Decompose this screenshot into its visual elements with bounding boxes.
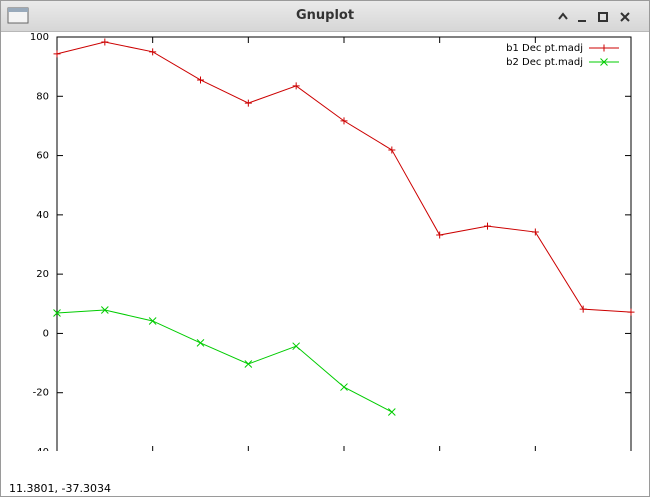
data-point: [149, 48, 157, 56]
series-line: [56, 41, 632, 313]
chart: -40-20020406080100024681012b1 Dec pt.mad…: [30, 32, 635, 451]
title-bar: Gnuplot: [1, 1, 649, 32]
data-point: [53, 50, 61, 58]
y-tick-label: 60: [36, 151, 49, 162]
data-point: [244, 360, 253, 368]
shade-button[interactable]: [558, 12, 568, 20]
series-line: [56, 309, 393, 413]
y-tick-label: 20: [36, 269, 49, 280]
y-tick-label: 40: [36, 210, 49, 221]
data-point: [292, 342, 301, 351]
status-text: 11.3801, -37.3034: [9, 482, 111, 495]
data-point: [148, 317, 157, 325]
data-point: [436, 231, 444, 239]
y-tick-label: 80: [36, 91, 49, 102]
data-point: [292, 82, 300, 90]
maximize-button[interactable]: [598, 12, 608, 22]
data-point: [531, 228, 539, 236]
close-button[interactable]: [620, 12, 630, 22]
window-title: Gnuplot: [295, 8, 355, 23]
data-point: [244, 99, 252, 107]
data-point: [101, 38, 109, 46]
legend-label: b2 Dec pt.madj: [506, 57, 583, 68]
window-buttons[interactable]: [553, 7, 643, 27]
data-point: [388, 146, 396, 154]
legend-marker: [600, 58, 608, 66]
data-point: [627, 308, 635, 316]
data-point: [340, 117, 348, 125]
data-point: [387, 408, 396, 416]
legend-marker: [600, 44, 608, 52]
data-point: [53, 309, 61, 317]
data-point: [197, 76, 204, 84]
y-tick-label: 100: [30, 32, 49, 43]
y-tick-label: 0: [43, 328, 49, 339]
plot-border: [56, 36, 632, 451]
data-point: [484, 222, 491, 230]
data-point: [340, 383, 348, 391]
y-tick-label: -40: [33, 447, 49, 451]
data-point: [579, 305, 587, 313]
data-point: [100, 306, 109, 314]
y-tick-label: -20: [33, 388, 49, 399]
window-icon: [7, 7, 29, 24]
legend-label: b1 Dec pt.madj: [506, 43, 583, 54]
data-point: [196, 339, 205, 347]
